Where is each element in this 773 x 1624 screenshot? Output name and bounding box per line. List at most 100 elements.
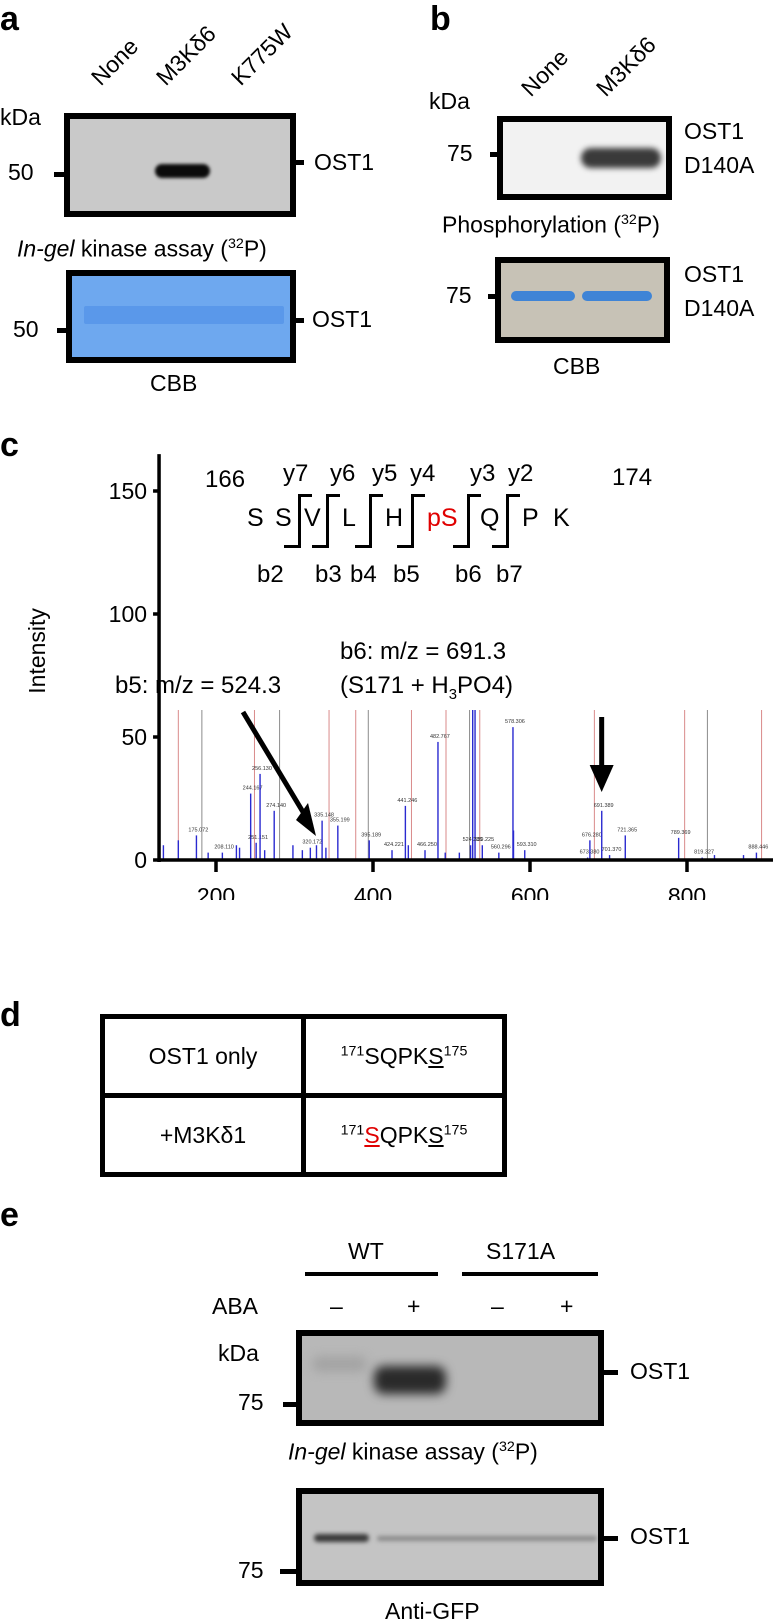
caption-sup: 32 <box>227 236 244 252</box>
cbb-band <box>582 291 652 301</box>
band-tick <box>604 1536 618 1541</box>
peak-label: 320.172 <box>302 840 322 846</box>
residue: K <box>553 504 570 532</box>
blot-caption: In-gel kinase assay (32P) <box>288 1440 538 1464</box>
table-row: +M3Kδ1 171SQPKS175 <box>100 1093 507 1177</box>
annotation-sub: 3 <box>448 686 458 703</box>
peak-label: 701.370 <box>602 847 622 853</box>
ms-spectrum-chart: 175.072 208.110 244.167 251.151 256.130 274.1… <box>24 454 773 900</box>
treatment-plus: + <box>407 1293 421 1319</box>
peak-label: 578.306 <box>505 719 525 725</box>
blot-caption: In-gel kinase assay (32P) <box>17 237 267 261</box>
gfp-band <box>377 1536 597 1541</box>
caption-sup: 32 <box>621 212 637 228</box>
seq-end: 175 <box>443 1121 468 1138</box>
peak-label: 466.250 <box>417 842 437 848</box>
marker-tick <box>488 294 496 299</box>
condition-cell: OST1 only <box>100 1014 306 1098</box>
bracket-bottom <box>397 545 413 548</box>
bracket-top <box>298 494 312 497</box>
sequence-cell: 171SQPKS175 <box>301 1093 507 1177</box>
y-tick-label: 0 <box>134 847 147 873</box>
peak-label: 395.189 <box>361 832 381 838</box>
bracket-bottom <box>312 545 328 548</box>
b6-arrow-head <box>589 765 614 792</box>
phospho-residue: pS <box>427 504 458 532</box>
ost1-d140a-band <box>581 148 661 168</box>
panel-e-letter: e <box>0 1196 19 1234</box>
peak-label: 691.389 <box>594 803 614 809</box>
peak-label: 482.767 <box>430 734 450 740</box>
kinase-assay-blot <box>64 113 296 217</box>
peak-label: 244.167 <box>243 786 263 792</box>
caption-italic: In-gel <box>288 1438 346 1465</box>
x-tick-label: 200 <box>197 883 235 900</box>
caption-text: kinase assay ( <box>74 235 228 262</box>
band-label: OST1 <box>684 261 745 287</box>
residue: Q <box>480 504 500 532</box>
band-tick <box>604 1370 618 1375</box>
cbb-blot <box>66 270 296 363</box>
y-ion-label: y2 <box>508 460 534 487</box>
peak-label: 819.327 <box>694 850 714 856</box>
cbb-band <box>511 291 575 301</box>
fragment-bracket <box>326 494 329 548</box>
phosphosite-table: OST1 only 171SQPKS175 +M3Kδ1 171SQPKS175 <box>100 1014 507 1177</box>
peptide-end-pos: 174 <box>612 464 653 491</box>
band-label: OST1 <box>684 118 745 144</box>
gfp-band <box>314 1534 369 1542</box>
kda-label: kDa <box>0 104 41 130</box>
cbb-band <box>84 306 284 324</box>
marker-50: 50 <box>8 159 34 185</box>
peak-label: 676.280 <box>582 832 602 838</box>
peptide-start-pos: 166 <box>205 466 246 493</box>
residue: S <box>275 504 292 532</box>
band-label: D140A <box>684 152 755 178</box>
marker-75: 75 <box>238 1389 264 1415</box>
peak-label: 441.246 <box>397 798 417 804</box>
peak-label: 208.110 <box>214 845 233 851</box>
seq-first-phospho: S <box>364 1121 380 1148</box>
seq-start: 171 <box>340 1042 365 1059</box>
panel-c-letter: c <box>0 426 19 464</box>
marker-75: 75 <box>238 1557 264 1583</box>
treatment-label: ABA <box>212 1293 259 1319</box>
peak-label: 335.148 <box>314 813 334 819</box>
band-tick <box>296 160 304 165</box>
condition-cell: +M3Kδ1 <box>100 1093 306 1177</box>
treatment-plus: + <box>560 1293 574 1319</box>
peak-label: 721.365 <box>617 827 637 833</box>
marker-tick <box>490 152 498 157</box>
y-tick-label: 50 <box>121 724 147 750</box>
annotation-b6-line2: (S171 + H3PO4) <box>340 674 513 703</box>
y-tick-label: 150 <box>109 478 147 504</box>
bracket-bottom <box>453 545 469 548</box>
phosphorylation-blot <box>497 116 672 200</box>
band-label: OST1 <box>314 149 375 175</box>
table-row: OST1 only 171SQPKS175 <box>100 1014 507 1098</box>
fragment-bracket <box>411 494 414 548</box>
group-bar <box>305 1272 438 1276</box>
x-tick-label: 800 <box>668 883 706 900</box>
sequence-cell: 171SQPKS175 <box>301 1014 507 1098</box>
cbb-blot <box>495 257 670 343</box>
panel-b-letter: b <box>430 0 451 38</box>
caption-text: Phosphorylation ( <box>442 211 621 238</box>
peak-label: 274.140 <box>266 803 286 809</box>
band-label: D140A <box>684 295 755 321</box>
marker-75: 75 <box>446 282 472 308</box>
marker-tick <box>283 1402 297 1407</box>
seq-first: S <box>364 1042 380 1069</box>
residue: S <box>247 504 264 532</box>
caption-end: P) <box>243 235 267 262</box>
anti-gfp-blot <box>296 1488 604 1586</box>
y-tick-label: 100 <box>109 601 147 627</box>
y-ion-label: y5 <box>372 460 398 487</box>
y-axis-label: Intensity <box>24 608 50 694</box>
kda-label: kDa <box>429 88 470 114</box>
band-label: OST1 <box>312 306 373 332</box>
faint-band <box>312 1356 367 1372</box>
bracket-top <box>369 494 383 497</box>
band-label: OST1 <box>630 1358 691 1384</box>
annotation-b5: b5: m/z = 524.3 <box>115 672 282 699</box>
